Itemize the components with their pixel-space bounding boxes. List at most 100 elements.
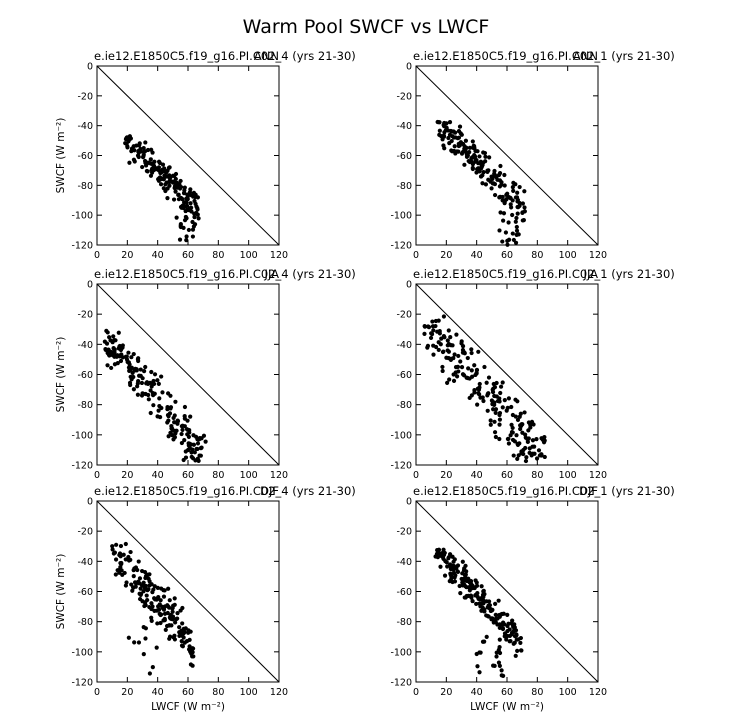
scatter-point [451,378,457,383]
scatter-point [486,375,492,380]
scatter-point [476,391,481,396]
scatter-point [444,121,449,126]
y-tick-label: 0 [406,497,412,508]
scatter-point [174,180,180,185]
scatter-point [510,184,515,190]
scatter-point [182,185,187,190]
scatter-point [516,637,521,642]
scatter-point [501,673,506,678]
scatter-point [110,547,115,552]
panel-title: e.ie12.E1850C5.f19_g16.PI.C02_4 (yrs 21-… [94,49,356,63]
scatter-point [110,544,115,549]
scatter-point [140,155,146,160]
scatter-point [435,548,440,553]
scatter-point [491,381,496,387]
scatter-point [118,543,124,549]
scatter-point [513,182,518,187]
figure-title: Warm Pool SWCF vs LWCF [243,16,490,38]
scatter-point [502,622,507,627]
scatter-point [125,145,130,150]
y-tick-label: -20 [77,310,93,321]
scatter-point [152,584,157,589]
scatter-point [150,590,155,595]
scatter-point [167,178,173,183]
x-tick-label: 100 [240,250,258,261]
y-tick-label: -120 [71,461,93,472]
y-tick-label: -80 [396,400,412,411]
scatter-point [486,177,491,182]
scatter-point [436,318,441,323]
scatter-point [455,569,460,574]
scatter-point [149,369,154,375]
y-tick-label: -100 [71,211,93,222]
scatter-point [472,363,477,368]
scatter-point [500,239,505,244]
scatter-point [166,586,171,591]
scatter-point [461,373,467,378]
scatter-point [127,160,132,165]
scatter-point [151,403,156,408]
scatter-point [126,350,131,355]
scatter-point [129,355,134,360]
scatter-point [137,141,142,146]
y-tick-label: -100 [390,647,412,658]
season-label: JJA [583,267,599,281]
scatter-point [123,354,128,359]
panel-3: e.ie12.E1850C5.f19_g16.PI.C02_4 (yrs 21-… [55,267,356,481]
scatter-point [182,190,187,196]
scatter-point [521,218,526,223]
scatter-point [505,612,510,617]
scatter-point [467,145,472,150]
scatter-point [136,148,141,153]
y-tick-label: -20 [77,91,93,102]
scatter-point [522,205,527,210]
scatter-point [474,601,479,607]
y-tick-label: -60 [396,587,412,598]
scatter-point [463,149,468,154]
scatter-point [443,128,448,133]
scatter-point [437,132,442,137]
scatter-point [192,450,197,455]
scatter-point [136,640,142,645]
scatter-point [447,377,452,382]
scatter-point [510,622,515,627]
scatter-point [516,232,521,237]
scatter-point [467,150,472,155]
scatter-point [515,417,521,423]
scatter-point [157,396,162,401]
y-tick-label: -80 [396,181,412,192]
scatter-point [482,592,487,597]
scatter-point [195,446,200,452]
x-tick-label: 100 [559,687,577,698]
season-label: DJF [579,484,598,498]
scatter-point [464,154,470,159]
scatter-point [505,436,511,442]
scatter-point [462,350,467,355]
scatter-point [451,567,456,572]
scatter-point [470,598,475,604]
scatter-point [179,431,184,437]
y-tick-label: -100 [390,430,412,441]
scatter-point [180,621,185,626]
x-tick-label: 60 [501,470,513,481]
scatter-point [118,353,123,358]
scatter-point [459,151,465,156]
scatter-point [105,363,110,368]
x-tick-label: 40 [152,687,164,698]
scatter-point [496,598,501,603]
scatter-point [460,559,465,564]
scatter-point [509,632,514,637]
scatter-point [502,398,507,403]
scatter-point [512,439,517,444]
scatter-point [162,616,167,621]
scatter-point [448,335,453,340]
panel-5: e.ie12.E1850C5.f19_g16.PI.C02_4 (yrs 21-… [55,484,356,713]
scatter-point [526,420,531,425]
scatter-point [191,654,196,659]
scatter-point [122,570,127,576]
y-tick-label: -40 [77,340,93,351]
scatter-point [436,340,441,345]
x-tick-label: 20 [440,687,452,698]
scatter-point [131,157,137,162]
scatter-point [435,555,440,560]
